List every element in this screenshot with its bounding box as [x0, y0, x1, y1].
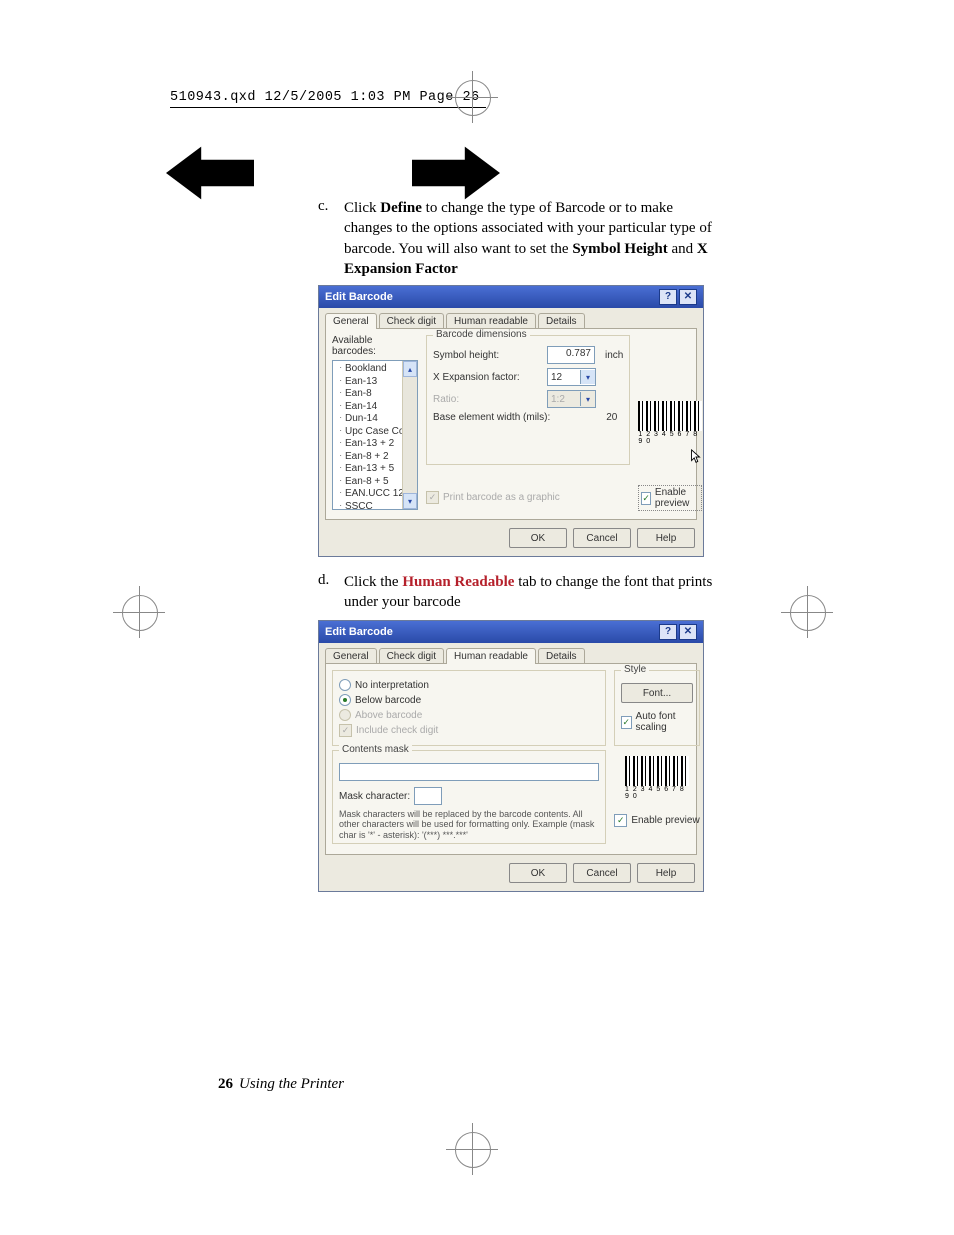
print-as-graphic-checkbox: ✓Print barcode as a graphic	[426, 491, 560, 504]
edit-barcode-dialog-human-readable: Edit Barcode ? ✕ General Check digit Hum…	[318, 620, 704, 892]
prepress-slug: 510943.qxd 12/5/2005 1:03 PM Page 26	[170, 88, 486, 108]
x-expansion-label: X Expansion factor:	[433, 372, 543, 383]
scroll-down-icon[interactable]: ▾	[403, 493, 417, 509]
cancel-button[interactable]: Cancel	[573, 528, 631, 548]
base-element-width-label: Base element width (mils):	[433, 412, 573, 423]
tabs: General Check digit Human readable Detai…	[319, 308, 703, 328]
cancel-button[interactable]: Cancel	[573, 863, 631, 883]
enable-preview-checkbox[interactable]: ✓Enable preview	[614, 814, 699, 827]
edit-barcode-dialog-general: Edit Barcode ? ✕ General Check digit Hum…	[318, 285, 704, 557]
help-icon[interactable]: ?	[659, 289, 677, 305]
x-expansion-select[interactable]: 12▾	[547, 368, 596, 386]
base-element-width-value: 20	[606, 412, 617, 423]
barcode-dimensions-group: Barcode dimensions Symbol height: 0.787 …	[426, 335, 630, 465]
dialog-button-bar: OK Cancel Help	[319, 520, 703, 556]
ok-button[interactable]: OK	[509, 528, 567, 548]
ok-button[interactable]: OK	[509, 863, 567, 883]
dialog-title: Edit Barcode	[325, 626, 393, 638]
tab-pane: No interpretation Below barcode Above ba…	[325, 663, 697, 855]
tab-check-digit[interactable]: Check digit	[379, 313, 444, 329]
scrollbar-vertical[interactable]: ▴ ▾	[402, 361, 417, 509]
symbol-height-input[interactable]: 0.787	[547, 346, 595, 364]
list-item-d-label: d.	[318, 572, 329, 589]
scroll-up-icon[interactable]: ▴	[403, 361, 417, 377]
help-icon[interactable]: ?	[659, 624, 677, 640]
symbol-height-label: Symbol height:	[433, 350, 543, 361]
dialog-title: Edit Barcode	[325, 291, 393, 303]
close-icon[interactable]: ✕	[679, 289, 697, 305]
dialog-titlebar: Edit Barcode ? ✕	[319, 621, 703, 643]
tab-human-readable[interactable]: Human readable	[446, 648, 536, 664]
ratio-label: Ratio:	[433, 394, 543, 405]
tab-check-digit[interactable]: Check digit	[379, 648, 444, 664]
list-item-c-text: Click Define to change the type of Barco…	[344, 198, 724, 279]
below-barcode-radio[interactable]: Below barcode	[339, 694, 599, 706]
ratio-select: 1:2▾	[547, 390, 596, 408]
auto-font-scaling-checkbox[interactable]: ✓Auto font scaling	[621, 711, 693, 733]
tabs: General Check digit Human readable Detai…	[319, 643, 703, 663]
barcode-dimensions-title: Barcode dimensions	[433, 329, 530, 340]
tab-details[interactable]: Details	[538, 648, 585, 664]
contents-mask-group: Contents mask Mask character: Mask chara…	[332, 750, 606, 844]
tab-details[interactable]: Details	[538, 313, 585, 329]
list-item-c-label: c.	[318, 198, 328, 215]
tab-pane: Available barcodes: BooklandEan-13Ean-8E…	[325, 328, 697, 520]
mask-character-label: Mask character:	[339, 791, 410, 802]
style-group: Style Font... ✓Auto font scaling	[614, 670, 700, 746]
crop-mark-bottom	[455, 1132, 489, 1166]
no-interpretation-radio[interactable]: No interpretation	[339, 679, 599, 691]
mask-help-text: Mask characters will be replaced by the …	[339, 809, 599, 840]
dialog-titlebar: Edit Barcode ? ✕	[319, 286, 703, 308]
barcode-listbox[interactable]: BooklandEan-13Ean-8Ean-14Dun-14Upc Case …	[332, 360, 418, 510]
page-number: 26	[218, 1076, 233, 1092]
contents-mask-title: Contents mask	[339, 744, 412, 755]
available-barcodes-label: Available barcodes:	[332, 335, 418, 357]
tab-general[interactable]: General	[325, 313, 377, 329]
dialog-button-bar: OK Cancel Help	[319, 855, 703, 891]
interpretation-group: No interpretation Below barcode Above ba…	[332, 670, 606, 746]
arrow-left-icon	[166, 145, 254, 201]
contents-mask-input[interactable]	[339, 763, 599, 781]
list-item-d-text: Click the Human Readable tab to change t…	[344, 572, 724, 613]
help-button[interactable]: Help	[637, 863, 695, 883]
crop-mark-left	[122, 595, 156, 629]
tab-human-readable[interactable]: Human readable	[446, 313, 536, 329]
barcode-preview: 1 2 3 4 5 6 7 8 9 0	[638, 401, 702, 445]
crop-mark-top	[455, 80, 489, 114]
style-title: Style	[621, 664, 649, 675]
above-barcode-radio: Above barcode	[339, 709, 599, 721]
include-check-digit-checkbox: ✓Include check digit	[339, 724, 599, 737]
cursor-icon	[690, 449, 702, 465]
help-button[interactable]: Help	[637, 528, 695, 548]
barcode-preview: 1 2 3 4 5 6 7 8 9 0	[625, 756, 689, 800]
section-title: Using the Printer	[239, 1076, 344, 1092]
page-footer: 26 Using the Printer	[218, 1076, 344, 1093]
enable-preview-checkbox[interactable]: ✓Enable preview	[638, 485, 702, 511]
crop-mark-right	[790, 595, 824, 629]
arrow-right-icon	[412, 145, 500, 201]
close-icon[interactable]: ✕	[679, 624, 697, 640]
mask-character-input[interactable]	[414, 787, 442, 805]
tab-general[interactable]: General	[325, 648, 377, 664]
font-button[interactable]: Font...	[621, 683, 693, 703]
symbol-height-unit: inch	[605, 350, 623, 361]
